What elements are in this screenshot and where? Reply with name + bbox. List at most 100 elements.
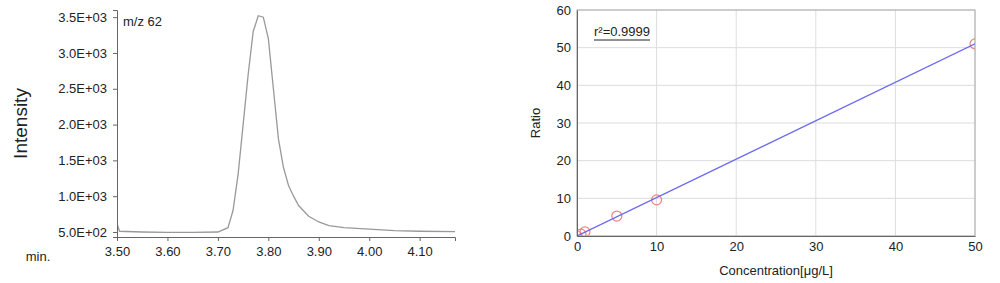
y-tick: 40 bbox=[557, 78, 577, 93]
y-tick-label: 1.0E+03 bbox=[58, 189, 107, 204]
y-tick: 1.0E+03 bbox=[58, 189, 117, 204]
y-tick-mark bbox=[113, 89, 117, 90]
y-tick-label: 30 bbox=[557, 116, 571, 131]
x-tick: 3.80 bbox=[256, 237, 281, 259]
y-tick-label: 3.5E+03 bbox=[58, 10, 107, 25]
y-tick-mark bbox=[113, 196, 117, 197]
x-tick: 40 bbox=[889, 236, 903, 254]
grid-line-y bbox=[577, 47, 975, 48]
x-tick-label: 30 bbox=[809, 239, 823, 254]
annotation-text: m/z 62 bbox=[123, 14, 162, 29]
x-tick-mark bbox=[319, 237, 320, 241]
annotation-text: r²=0.9999 bbox=[594, 24, 650, 39]
y-tick: 3.5E+03 bbox=[58, 10, 117, 25]
y-tick-mark bbox=[113, 17, 117, 18]
y-tick-mark bbox=[113, 232, 117, 233]
annotation-background bbox=[591, 22, 653, 42]
x-tick: 30 bbox=[809, 236, 823, 254]
y-axis-title: Ratio bbox=[528, 108, 543, 138]
x-tick: 4.00 bbox=[357, 237, 382, 259]
x-tick-mark bbox=[369, 237, 370, 241]
x-axis-line bbox=[118, 238, 456, 242]
y-tick-label: 10 bbox=[557, 191, 571, 206]
x-tick: 3.50 bbox=[105, 237, 130, 259]
marks bbox=[117, 16, 455, 233]
x-tick-label: 20 bbox=[729, 239, 743, 254]
x-tick-mark bbox=[268, 237, 269, 241]
x-tick-mark bbox=[420, 237, 421, 241]
x-tick: 0 bbox=[574, 236, 581, 254]
x-tick: 10 bbox=[650, 236, 664, 254]
x-tick-label: 50 bbox=[968, 239, 982, 254]
x-axis: 3.50 3.60 3.70 3.80 3.90 4.00 4.10 bbox=[105, 237, 456, 259]
grid-line-y bbox=[577, 123, 975, 124]
x-tick: 3.90 bbox=[307, 237, 332, 259]
x-tick-label: 10 bbox=[650, 239, 664, 254]
y-tick-label: 5.0E+02 bbox=[58, 225, 107, 240]
grid-line-y bbox=[577, 160, 975, 161]
x-tick-label: 0 bbox=[574, 239, 581, 254]
plot-frame bbox=[577, 10, 975, 236]
y-tick: 10 bbox=[557, 191, 577, 206]
y-tick: 3.0E+03 bbox=[58, 46, 117, 61]
x-tick-label: 3.70 bbox=[206, 244, 231, 259]
annotation: m/z 62 bbox=[123, 14, 162, 29]
y-axis-line bbox=[113, 11, 118, 238]
grid-line-y bbox=[577, 85, 975, 86]
chart-canvas: 3.50 3.60 3.70 3.80 3.90 4.00 4.10 5.0E+02 1.0E+… bbox=[0, 0, 1000, 283]
y-tick-label: 2.5E+03 bbox=[58, 81, 107, 96]
x-tick-label: 4.10 bbox=[408, 244, 433, 259]
x-tick: 3.70 bbox=[206, 237, 231, 259]
chart-0: 3.50 3.60 3.70 3.80 3.90 4.00 4.10 5.0E+02 1.0E+… bbox=[10, 10, 455, 264]
y-tick-mark bbox=[113, 125, 117, 126]
x-tick-label: 40 bbox=[889, 239, 903, 254]
x-tick: 20 bbox=[729, 236, 743, 254]
scatter-point bbox=[580, 227, 590, 236]
x-tick: 4.10 bbox=[408, 237, 433, 259]
x-axis-line bbox=[578, 236, 976, 237]
chart-1: 0 10 20 30 40 50 0 10 20 30 40 50 60 Ratio Concentrati… bbox=[528, 3, 982, 278]
y-tick: 30 bbox=[557, 116, 577, 131]
grid-line-y bbox=[577, 198, 975, 199]
x-tick-label: 3.80 bbox=[256, 244, 281, 259]
x-tick-label: 3.60 bbox=[155, 244, 180, 259]
x-tick-label: 3.90 bbox=[307, 244, 332, 259]
x-axis-title: min. bbox=[26, 249, 51, 264]
x-tick-label: 4.00 bbox=[357, 244, 382, 259]
y-axis: 0 10 20 30 40 50 60 bbox=[557, 3, 578, 244]
series-line bbox=[577, 44, 975, 236]
y-axis: 5.0E+02 1.0E+03 1.5E+03 2.0E+03 2.5E+03 3.0E+… bbox=[58, 10, 117, 240]
x-tick-mark bbox=[218, 237, 219, 241]
y-tick: 2.0E+03 bbox=[58, 117, 117, 132]
y-tick: 2.5E+03 bbox=[58, 81, 117, 96]
y-tick-label: 50 bbox=[557, 40, 571, 55]
y-tick: 60 bbox=[557, 3, 577, 18]
y-tick-label: 40 bbox=[557, 78, 571, 93]
y-tick-label: 20 bbox=[557, 153, 571, 168]
y-tick: 1.5E+03 bbox=[58, 153, 117, 168]
x-tick: 50 bbox=[968, 236, 982, 254]
y-axis-title: Intensity bbox=[10, 88, 31, 159]
x-tick: 3.60 bbox=[155, 237, 180, 259]
y-tick: 50 bbox=[557, 40, 577, 55]
grid bbox=[577, 10, 975, 236]
annotation-underline bbox=[594, 40, 650, 41]
series-line bbox=[117, 16, 455, 233]
y-tick-mark bbox=[113, 53, 117, 54]
x-axis-title: Concentration[μg/L] bbox=[719, 263, 833, 278]
y-tick: 20 bbox=[557, 153, 577, 168]
y-tick-mark bbox=[113, 160, 117, 161]
annotation: r²=0.9999 bbox=[591, 22, 653, 42]
y-tick-label: 60 bbox=[557, 3, 571, 18]
x-tick-mark bbox=[167, 237, 168, 241]
y-tick-label: 1.5E+03 bbox=[58, 153, 107, 168]
y-tick: 0 bbox=[564, 229, 577, 244]
marks bbox=[577, 39, 975, 236]
scatter-point bbox=[612, 211, 622, 221]
x-tick-label: 3.50 bbox=[105, 244, 130, 259]
y-tick-label: 2.0E+03 bbox=[58, 117, 107, 132]
y-tick: 5.0E+02 bbox=[58, 225, 117, 240]
y-tick-label: 0 bbox=[564, 229, 571, 244]
y-axis-line bbox=[577, 11, 578, 237]
x-axis: 0 10 20 30 40 50 bbox=[574, 236, 983, 254]
